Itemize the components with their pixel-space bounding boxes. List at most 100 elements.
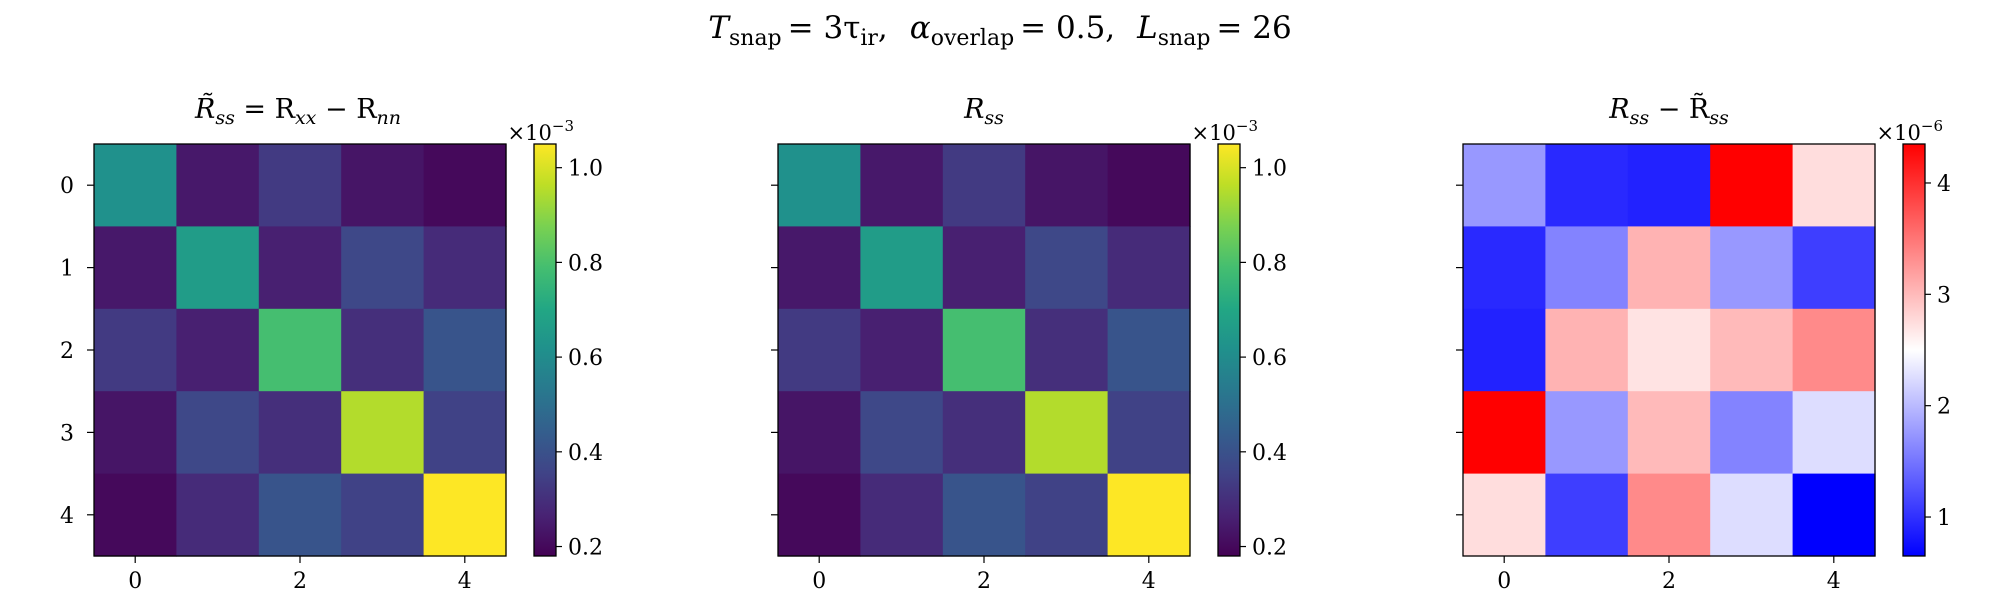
colorbar-scale-label: ×10−3 — [1192, 117, 1258, 145]
heatmap-cell-r1-c4 — [1107, 226, 1191, 310]
colorbar-tick-label: 0.6 — [568, 346, 603, 371]
colorbar-scale-base: ×10 — [1877, 121, 1921, 145]
heatmap-cell-r4-c3 — [341, 473, 425, 557]
heatmap-cell-r2-c3 — [341, 308, 425, 392]
colorbar-scale-base: ×10 — [508, 121, 552, 145]
heatmap-cell-r3-c2 — [942, 391, 1026, 475]
heatmap-cell-r3-c2 — [258, 391, 342, 475]
suptitle-l-value: = 26 — [1216, 10, 1291, 46]
heatmap-cell-r3-c4 — [423, 391, 507, 475]
heatmap-cell-r2-c1 — [860, 308, 944, 392]
heatmap-cell-r1-c0 — [94, 226, 177, 310]
title-term-b-sub: ss — [1709, 107, 1729, 129]
heatmap-cell-r0-c0 — [1463, 144, 1546, 227]
title-minus: − R̃ — [1649, 92, 1710, 125]
heatmap-cell-r0-c2 — [258, 144, 342, 227]
heatmap-cell-r0-c0 — [94, 144, 177, 227]
colorbar-tick-label: 0.6 — [1252, 346, 1287, 371]
heatmap-cell-r0-c3 — [1025, 144, 1109, 227]
heatmap-cell-r3-c3 — [1025, 391, 1109, 475]
suptitle-alpha-value: = 0.5, — [1020, 10, 1115, 46]
title-term-a: R̃ — [194, 92, 215, 125]
heatmap-cell-r3-c3 — [1710, 391, 1794, 475]
y-tick-label: 1 — [60, 257, 74, 282]
heatmap-cell-r3-c1 — [1545, 391, 1629, 475]
heatmap-cell-r2-c0 — [1463, 308, 1546, 392]
heatmap-cell-r2-c1 — [1545, 308, 1629, 392]
heatmap-cell-r3-c4 — [1107, 391, 1191, 475]
heatmap-panel-difference: Rss − R̃ss 0 2 4 1 2 3 4 ×10−6 — [1456, 92, 1951, 594]
heatmap-cell-r2-c4 — [423, 308, 507, 392]
heatmap-cell-r1-c1 — [1545, 226, 1629, 310]
heatmap-cell-r1-c2 — [258, 226, 342, 310]
heatmap-cell-r2-c3 — [1025, 308, 1109, 392]
heatmap-cell-r1-c3 — [1710, 226, 1794, 310]
heatmap-cell-r0-c4 — [423, 144, 507, 227]
suptitle-l-symbol: L — [1136, 10, 1158, 46]
title-term-a: R — [963, 94, 984, 125]
suptitle-t-separator: , — [878, 10, 888, 46]
heatmap-cell-r0-c1 — [176, 144, 260, 227]
heatmap-cell-r2-c2 — [942, 308, 1026, 392]
heatmap-cell-r3-c1 — [860, 391, 944, 475]
heatmap-cell-r4-c3 — [1710, 473, 1794, 557]
heatmap-cell-r1-c3 — [341, 226, 425, 310]
heatmap-cell-r1-c3 — [1025, 226, 1109, 310]
colorbar-scale-label: ×10−6 — [1877, 117, 1943, 145]
heatmap-cell-r4-c3 — [1025, 473, 1109, 557]
heatmap-cell-r2-c4 — [1792, 308, 1876, 392]
title-minus: − R — [316, 94, 377, 125]
heatmap-cell-r0-c0 — [778, 144, 861, 227]
colorbar — [533, 143, 557, 557]
heatmap-cell-r4-c1 — [1545, 473, 1629, 557]
heatmap-cell-r0-c1 — [860, 144, 944, 227]
heatmap-cell-r3-c0 — [94, 391, 177, 475]
y-tick-label: 3 — [60, 421, 74, 446]
suptitle-l-subscript: snap — [1158, 26, 1211, 51]
x-tick-label: 2 — [977, 569, 991, 594]
heatmap-cell-r2-c4 — [1107, 308, 1191, 392]
colorbar-tick-label: 0.2 — [1252, 536, 1287, 561]
suptitle-alpha-subscript: overlap — [931, 26, 1014, 51]
heatmap-panel-rss: Rss 0 2 4 0.2 0.4 0.6 0.8 1.0 ×10−3 — [771, 94, 1287, 594]
heatmap-cell-r4-c4 — [1792, 473, 1876, 557]
x-tick-label: 0 — [128, 569, 142, 594]
heatmap-cell-r0-c3 — [341, 144, 425, 227]
heatmap-cell-r3-c2 — [1627, 391, 1711, 475]
colorbar-scale-exponent: −3 — [552, 117, 574, 135]
x-tick-label: 2 — [293, 569, 307, 594]
panel-title: R̃ss = Rxx − Rnn — [194, 92, 401, 129]
heatmap-cell-r1-c2 — [1627, 226, 1711, 310]
heatmap-cell-r2-c0 — [778, 308, 861, 392]
colorbar — [1902, 143, 1926, 557]
heatmap-cell-r4-c4 — [1107, 473, 1191, 557]
heatmap-cell-r4-c0 — [94, 473, 177, 557]
suptitle-t-subscript: snap — [729, 26, 782, 51]
figure-suptitle: Tsnap = 3τir, αoverlap = 0.5, Lsnap = 26 — [708, 10, 1291, 51]
heatmap-cell-r0-c2 — [1627, 144, 1711, 227]
heatmap-cell-r4-c1 — [860, 473, 944, 557]
heatmap-cell-r4-c1 — [176, 473, 260, 557]
heatmap-cell-r0-c3 — [1710, 144, 1794, 227]
heatmap-cell-r2-c1 — [176, 308, 260, 392]
heatmap-cell-r0-c4 — [1792, 144, 1876, 227]
colorbar-tick-label: 2 — [1937, 395, 1951, 420]
heatmap-cell-r1-c4 — [1792, 226, 1876, 310]
suptitle-t-value: = 3τ — [788, 10, 861, 46]
heatmap-cell-r2-c0 — [94, 308, 177, 392]
heatmap-cell-r4-c0 — [778, 473, 861, 557]
x-tick-label: 4 — [1142, 569, 1156, 594]
heatmap-cell-r1-c1 — [860, 226, 944, 310]
colorbar-tick-label: 0.8 — [1252, 251, 1287, 276]
x-tick-label: 4 — [458, 569, 472, 594]
heatmap-cell-r1-c2 — [942, 226, 1026, 310]
heatmap-cell-r0-c2 — [942, 144, 1026, 227]
heatmap-cell-r3-c0 — [778, 391, 861, 475]
colorbar-tick-label: 0.4 — [568, 441, 603, 466]
heatmap-cell-r1-c0 — [778, 226, 861, 310]
panel-title: Rss — [963, 94, 1004, 129]
title-term-b-sub: xx — [295, 107, 317, 129]
title-eq: = R — [235, 94, 296, 125]
colorbar-scale-exponent: −6 — [1921, 117, 1943, 135]
